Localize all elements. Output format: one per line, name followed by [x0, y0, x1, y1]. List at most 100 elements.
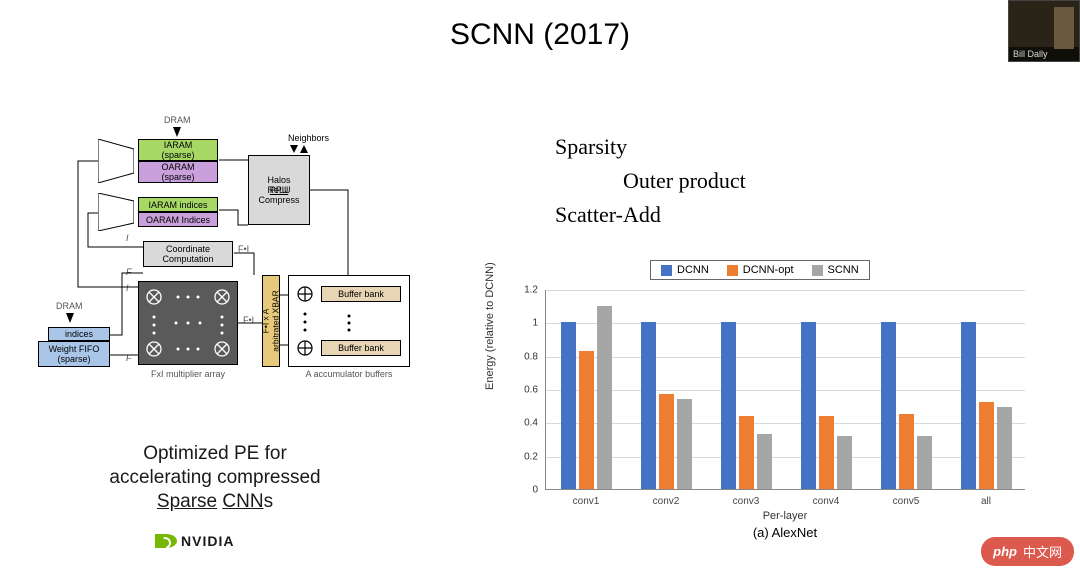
bullet-outer-product: Outer product [555, 164, 746, 198]
i-label-2: I [126, 283, 129, 293]
i-label-1: I [126, 233, 129, 243]
chart-ytick: 0 [532, 485, 538, 496]
fi-out-label: F•I [238, 244, 249, 254]
legend-item-2: SCNN [812, 264, 859, 276]
caption-line1: Optimized PE for [143, 443, 287, 464]
indices-block: indices [48, 327, 110, 341]
dram-label-left: DRAM [56, 301, 83, 311]
chart-bar [757, 434, 772, 489]
ppu-block: PPU Halos ReLU Compress [248, 155, 310, 225]
ppu-sub: Halos ReLU Compress [258, 175, 299, 205]
acc-caption: A accumulator buffers [288, 369, 410, 379]
caption-sparse: Sparse [157, 491, 217, 512]
chart-ylabel: Energy (relative to DCNN) [484, 262, 496, 390]
oaram-block: OARAM (sparse) [138, 161, 218, 183]
chart-bar [997, 407, 1012, 489]
acc-buffers: Buffer bank Buffer bank [288, 275, 410, 367]
dram-arrow-top [173, 127, 181, 137]
iaram-block: IARAM (sparse) [138, 139, 218, 161]
caption-s: s [264, 491, 274, 512]
mult-array [138, 281, 238, 365]
buffer-bank-2: Buffer bank [321, 340, 401, 356]
chart-bar [659, 394, 674, 489]
chart-bar [677, 399, 692, 489]
chart-bar [819, 416, 834, 489]
scnn-architecture-diagram: DRAM IARAM (sparse) OARAM (sparse) IARAM… [38, 115, 438, 415]
nvidia-text: NVIDIA [181, 533, 234, 549]
neighbors-label: Neighbors [288, 133, 329, 143]
chart-category-label: conv4 [786, 496, 866, 507]
legend-swatch-2 [812, 265, 823, 276]
buffer-bank-1: Buffer bank [321, 286, 401, 302]
mult-array-icons [138, 281, 238, 365]
chart-xlabel: Per-layer [545, 510, 1025, 522]
chart-bar [899, 414, 914, 489]
watermark-logo: php [993, 544, 1017, 559]
neighbors-arrow [300, 145, 308, 153]
fi-mult-out: F•I [243, 315, 254, 325]
chart-group: conv4 [786, 322, 866, 489]
legend-item-0: DCNN [661, 264, 709, 276]
caption-line2: accelerating compressed [109, 467, 320, 488]
nvidia-eye-icon [155, 534, 177, 548]
f-label-2: F [126, 353, 132, 363]
dram-label-top: DRAM [164, 115, 191, 125]
chart-ytick: 0.6 [524, 385, 538, 396]
legend-item-1: DCNN-opt [727, 264, 794, 276]
legend-swatch-1 [727, 265, 738, 276]
legend-label-2: SCNN [828, 264, 859, 276]
diagram-caption: Optimized PE for accelerating compressed… [50, 442, 380, 513]
dram-arrow-left [66, 313, 74, 323]
chart-bar [739, 416, 754, 489]
presenter-video: Bill Dally [1008, 0, 1080, 62]
weight-fifo-block: Weight FIFO (sparse) [38, 341, 110, 367]
chart-bar [837, 436, 852, 489]
legend-label-0: DCNN [677, 264, 709, 276]
chart-category-label: conv1 [546, 496, 626, 507]
mult-caption: FxI multiplier array [138, 369, 238, 379]
chart-group: conv3 [706, 322, 786, 489]
chart-bar [961, 322, 976, 489]
oaram-idx-block: OARAM Indices [138, 212, 218, 227]
bullet-sparsity: Sparsity [555, 130, 746, 164]
chart-group: conv1 [546, 306, 626, 489]
chart-ytick: 1.2 [524, 285, 538, 296]
chart-ytick: 0.8 [524, 351, 538, 362]
chart-bar [561, 322, 576, 489]
nvidia-logo: NVIDIA [155, 533, 234, 549]
chart-ytick: 0.4 [524, 418, 538, 429]
chart-category-label: all [946, 496, 1026, 507]
caption-cnn: CNN [222, 491, 263, 512]
chart-caption: (a) AlexNet [545, 525, 1025, 540]
chart-ytick: 0.2 [524, 451, 538, 462]
chart-bar [721, 322, 736, 489]
bullet-text: Sparsity Outer product Scatter-Add [555, 130, 746, 232]
f-label-1: F [126, 267, 132, 277]
xbar-label: F•I x A arbitrated XBAR [261, 290, 281, 351]
chart-ytick: 1 [532, 318, 538, 329]
chart-group: conv5 [866, 322, 946, 489]
chart-bar [801, 322, 816, 489]
chart-bar [881, 322, 896, 489]
chart-group: conv2 [626, 322, 706, 489]
chart-bar [917, 436, 932, 489]
chart-group: all [946, 322, 1026, 489]
slide-title: SCNN (2017) [0, 0, 1080, 52]
chart-category-label: conv3 [706, 496, 786, 507]
chart-bar [579, 351, 594, 489]
iaram-idx-block: IARAM indices [138, 197, 218, 212]
mux-top [98, 139, 134, 183]
coord-block: Coordinate Computation [143, 241, 233, 267]
mux-bottom [98, 193, 134, 231]
neighbors-arrow-down [290, 145, 298, 153]
watermark-badge: php 中文网 [981, 537, 1074, 566]
bullet-scatter-add: Scatter-Add [555, 198, 746, 232]
chart-plot: 00.20.40.60.811.2conv1conv2conv3conv4con… [545, 290, 1025, 490]
legend-label-1: DCNN-opt [743, 264, 794, 276]
chart-legend: DCNN DCNN-opt SCNN [650, 260, 870, 280]
watermark-text: 中文网 [1023, 542, 1062, 561]
chart-bar [597, 306, 612, 489]
chart-bar [979, 402, 994, 489]
xbar-block: F•I x A arbitrated XBAR [262, 275, 280, 367]
chart-gridline [546, 290, 1025, 291]
